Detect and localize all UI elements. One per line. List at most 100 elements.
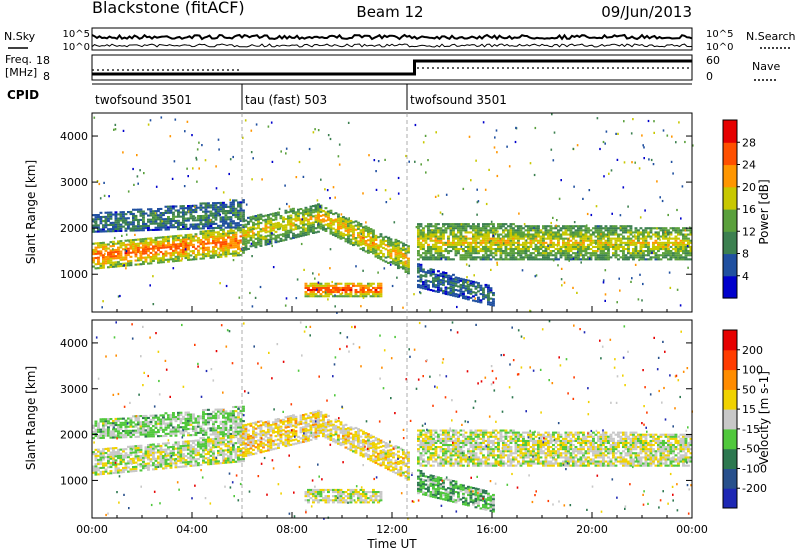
heatmap-cell — [229, 240, 233, 243]
heatmap-cell — [239, 439, 243, 442]
heatmap-cell — [284, 218, 288, 221]
heatmap-cell — [649, 227, 653, 230]
heatmap-cell — [297, 217, 300, 220]
heatmap-cell — [347, 222, 350, 225]
heatmap-cell — [134, 259, 138, 262]
heatmap-cell — [367, 233, 370, 236]
heatmap-cell — [122, 417, 125, 420]
heatmap-cell — [474, 241, 478, 244]
heatmap-cell — [639, 248, 643, 251]
heatmap-cell — [147, 421, 150, 424]
heatmap-cell — [159, 246, 163, 249]
heatmap-cell — [537, 235, 540, 238]
heatmap-cell — [144, 244, 148, 247]
heatmap-cell — [219, 235, 223, 238]
heatmap-cell — [294, 215, 298, 218]
heatmap-cell — [479, 250, 483, 253]
heatmap-cell — [587, 235, 590, 238]
heatmap-cell — [139, 240, 143, 243]
freq-right-tick-top: 60 — [706, 54, 720, 67]
heatmap-cell — [657, 243, 660, 246]
heatmap-cell — [604, 227, 608, 230]
heatmap-cell — [612, 227, 615, 230]
heatmap-cell — [322, 210, 325, 213]
heatmap-cell — [477, 250, 480, 253]
heatmap-cell — [147, 250, 150, 253]
heatmap-cell — [344, 219, 348, 222]
heatmap-cell — [224, 245, 228, 248]
heatmap-cell — [234, 460, 238, 463]
heatmap-cell — [187, 244, 190, 247]
heatmap-cell — [251, 255, 253, 258]
heatmap-cell — [107, 418, 110, 421]
heatmap-cell — [582, 225, 585, 228]
heatmap-cell — [237, 209, 240, 212]
heatmap-cell — [114, 430, 118, 433]
heatmap-cell — [659, 248, 663, 251]
heatmap-cell — [309, 209, 313, 212]
heatmap-cell — [569, 243, 573, 246]
heatmap-cell — [144, 433, 148, 436]
heatmap-cell — [169, 256, 173, 259]
heatmap-cell — [202, 451, 205, 454]
heatmap-cell — [319, 284, 323, 287]
heatmap-cell — [132, 433, 135, 436]
heatmap-cell — [379, 241, 383, 244]
heatmap-cell — [587, 243, 590, 246]
heatmap-cell — [93, 116, 96, 119]
heatmap-cell — [392, 245, 395, 248]
heatmap-cell — [209, 210, 213, 213]
heatmap-cell — [539, 239, 543, 242]
heatmap-cell — [317, 281, 320, 284]
heatmap-cell — [372, 233, 375, 236]
heatmap-cell — [112, 265, 115, 268]
heatmap-cell — [417, 223, 420, 226]
heatmap-cell — [142, 214, 145, 217]
heatmap-cell — [364, 240, 368, 243]
heatmap-cell — [542, 231, 545, 234]
heatmap-cell — [152, 447, 155, 450]
heatmap-cell — [242, 242, 245, 245]
heatmap-cell — [224, 459, 228, 462]
heatmap-cell — [627, 250, 630, 253]
heatmap-cell — [289, 237, 293, 240]
heatmap-cell — [534, 237, 538, 240]
heatmap-cell — [107, 251, 110, 254]
heatmap-cell — [149, 228, 153, 231]
heatmap-cell — [457, 279, 460, 282]
heatmap-cell — [259, 222, 263, 225]
heatmap-cell — [172, 243, 175, 246]
heatmap-cell — [134, 417, 138, 420]
heatmap-cell — [119, 219, 123, 222]
heatmap-cell — [379, 249, 383, 252]
heatmap-cell — [227, 451, 230, 454]
heatmap-cell — [193, 205, 195, 208]
heatmap-cell — [162, 220, 165, 223]
heatmap-cell — [329, 226, 333, 229]
heatmap-cell — [669, 233, 673, 236]
heatmap-cell — [659, 229, 663, 232]
heatmap-cell — [597, 233, 600, 236]
heatmap-cell — [634, 248, 638, 251]
heatmap-cell — [189, 227, 191, 230]
heatmap-cell — [117, 213, 120, 216]
heatmap-cell — [232, 229, 235, 232]
heatmap-cell — [434, 284, 438, 287]
heatmap-cell — [162, 214, 165, 217]
heatmap-cell — [667, 241, 670, 244]
heatmap-cell — [362, 228, 365, 231]
heatmap-cell — [147, 431, 150, 434]
heatmap-cell — [509, 239, 513, 242]
noise-right-label: N.Search — [746, 30, 796, 43]
heatmap-cell — [109, 213, 113, 216]
heatmap-cell — [197, 453, 200, 456]
heatmap-cell — [107, 426, 110, 429]
heatmap-cell — [109, 249, 113, 252]
heatmap-cell — [687, 254, 690, 257]
heatmap-cell — [159, 257, 163, 260]
heatmap-cell — [582, 237, 585, 240]
heatmap-cell — [317, 207, 320, 210]
heatmap-cell — [162, 222, 165, 225]
heatmap-cell — [129, 255, 133, 258]
heatmap-cell — [124, 427, 128, 430]
